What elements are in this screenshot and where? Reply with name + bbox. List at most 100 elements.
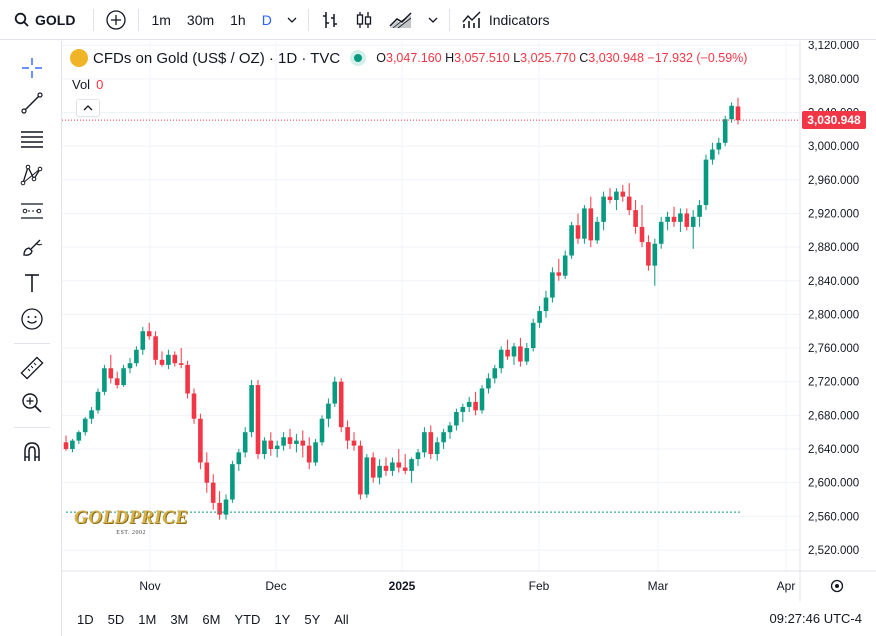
crosshair-tool[interactable] [17,53,47,83]
indicators-label: Indicators [488,11,550,28]
timeframe-1m[interactable]: 1m [151,11,171,28]
text-icon [25,274,39,292]
candle-body [409,459,414,471]
x-tick-label: Apr [777,579,796,593]
range-3m[interactable]: 3M [170,611,189,627]
collapse-legend-button[interactable] [76,99,100,117]
indicators-button[interactable]: Indicators [454,0,557,40]
logo-text: GOLDPRICE [74,507,189,528]
candle-body [658,221,664,244]
candle-body [70,440,75,450]
chart-style-dropdown[interactable] [421,0,445,40]
candle-body [550,272,555,298]
candle-body [633,210,638,227]
candle-body [710,149,715,160]
candle-body [652,243,658,266]
magnet-tool[interactable] [17,437,47,467]
candle-body [537,311,542,323]
candle-body [390,462,395,471]
candle-body [332,381,338,404]
brush-tool[interactable] [17,232,47,262]
y-tick-label: 2,680.000 [808,410,859,422]
range-1d[interactable]: 1D [77,611,94,627]
last-price-tag: 3,030.948 [802,111,866,130]
candles-style-button[interactable] [347,0,381,40]
open-value: 3,047.160 [386,51,442,65]
candle-body [159,359,165,365]
open-label: O [376,51,386,65]
candle-body [447,425,453,433]
x-tick-label: Dec [265,579,286,593]
candle-body [268,440,274,450]
timeframe-1h[interactable]: 1h [230,11,246,28]
ohlc-values: O3,047.160 H3,057.510 L3,025.770 C3,030.… [376,51,747,65]
candlestick-chart[interactable]: 2,520.000 2,560.000 2,600.000 2,640.000 2,68… [62,40,876,601]
range-5y[interactable]: 5Y [304,611,321,627]
candle-body [300,440,306,446]
brush-icon [23,239,43,256]
candle-body [434,442,440,455]
candle-body [402,467,408,471]
pattern-tool[interactable] [17,160,47,190]
candle-body [383,465,389,471]
symbol-search[interactable]: GOLD [0,0,89,40]
range-1m[interactable]: 1M [138,611,157,627]
candle-body [607,196,613,200]
range-all[interactable]: All [334,611,349,627]
range-1y[interactable]: 1Y [274,611,291,627]
candle-body [562,255,568,276]
symbol-label: GOLD [35,11,76,28]
candle-body [204,462,210,483]
candle-body [422,432,427,453]
chart-legend: CFDs on Gold (US$ / OZ) · 1D · TVC O3,04… [70,49,747,67]
divider [14,343,50,344]
chevron-down-icon [428,17,438,23]
candle-body [249,385,254,433]
candle-body [543,297,549,312]
candle-body [63,442,69,450]
close-value: 3,030.948 [588,51,644,65]
candle-body [626,196,632,211]
area-style-button[interactable] [381,0,421,40]
bar-style-button[interactable] [313,0,347,40]
emoji-tool[interactable] [17,304,47,334]
ruler-tool[interactable] [17,353,47,383]
timeframe-d[interactable]: D [261,11,272,28]
timeframe-dropdown[interactable] [280,0,304,40]
projection-tool[interactable] [17,196,47,226]
settings-icon[interactable] [830,579,844,593]
clock[interactable]: 09:27:46 UTC-4 [769,611,863,626]
volume-legend: Vol 0 [72,77,103,92]
high-label: H [445,51,455,65]
candle-body [89,410,94,419]
compare-add-button[interactable] [98,0,134,40]
market-status-icon[interactable] [354,54,363,62]
candle-body [198,418,203,463]
y-tick-label: 3,000.000 [808,141,859,153]
candle-body [614,191,619,200]
zoom-tool[interactable] [17,388,47,418]
timeframe-30m[interactable]: 30m [186,11,215,28]
trend-line-tool[interactable] [17,88,47,118]
change-value: −17.932 (−0.59%) [647,51,748,65]
candle-body [671,216,677,222]
range-5d[interactable]: 5D [107,611,125,627]
text-tool[interactable] [17,268,47,298]
candle-body [153,336,158,360]
candle-body [134,349,139,364]
fib-tool[interactable] [17,124,47,154]
range-ytd[interactable]: YTD [234,611,261,627]
range-6m[interactable]: 6M [202,611,221,627]
pattern-icon [20,164,43,186]
candle-body [217,502,222,515]
candle-body [588,208,594,241]
area-chart-icon [389,11,412,28]
chevron-up-icon [83,105,93,111]
indicators-icon [462,11,481,28]
candle-body [364,457,370,495]
chart-pane[interactable]: 2,520.000 2,560.000 2,600.000 2,640.000 2,68… [62,40,876,601]
candle-body [729,105,734,120]
y-tick-label: 2,960.000 [808,175,859,187]
candle-body [108,368,114,379]
candle-body [601,196,606,222]
